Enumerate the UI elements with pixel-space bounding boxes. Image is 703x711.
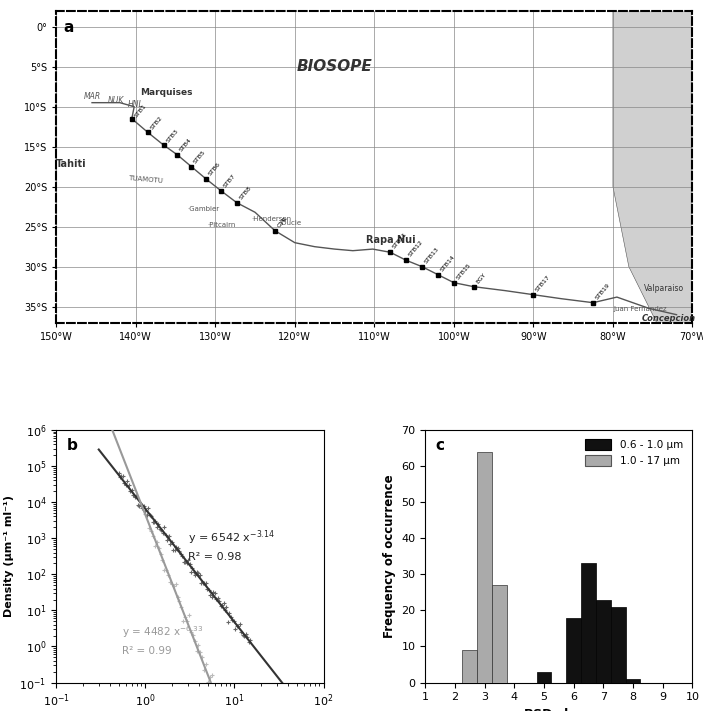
Text: STB13: STB13: [424, 247, 440, 265]
Text: HNL: HNL: [128, 100, 143, 109]
Text: STB8: STB8: [238, 186, 252, 201]
Bar: [566, 618, 581, 683]
Text: Tahiti: Tahiti: [56, 159, 87, 169]
Text: STB7: STB7: [222, 173, 237, 189]
Text: BIOSOPE: BIOSOPE: [297, 59, 373, 74]
Text: ·Henderson: ·Henderson: [251, 216, 291, 222]
Legend: 0.6 - 1.0 μm, 1.0 - 17 μm: 0.6 - 1.0 μm, 1.0 - 17 μm: [581, 435, 688, 471]
Text: y = 4482 x$^{-6.33}$: y = 4482 x$^{-6.33}$: [122, 624, 203, 640]
Text: STB5: STB5: [193, 150, 207, 165]
Bar: [581, 564, 596, 683]
X-axis label: PSD slope: PSD slope: [524, 708, 594, 711]
Polygon shape: [613, 0, 703, 427]
Text: STB11: STB11: [392, 232, 408, 250]
Text: Rapa Nui: Rapa Nui: [366, 235, 416, 245]
Bar: [626, 679, 640, 683]
Text: STB15: STB15: [456, 263, 472, 281]
Text: ·Gambier: ·Gambier: [188, 205, 219, 212]
Text: STB2: STB2: [149, 115, 163, 131]
Text: STB6: STB6: [207, 161, 221, 177]
Text: NUK: NUK: [108, 96, 124, 105]
Text: EGY: EGY: [475, 272, 487, 285]
Text: STB17: STB17: [535, 274, 552, 293]
Bar: [477, 451, 492, 683]
Bar: [536, 672, 551, 683]
Text: MAR: MAR: [84, 92, 101, 101]
Text: y = 6542 x$^{-3.14}$: y = 6542 x$^{-3.14}$: [188, 528, 275, 547]
Bar: [492, 585, 507, 683]
Text: STB3: STB3: [165, 128, 179, 144]
Y-axis label: Density (μm⁻¹ ml⁻¹): Density (μm⁻¹ ml⁻¹): [4, 496, 14, 617]
Text: STB14: STB14: [439, 255, 456, 273]
Text: c: c: [436, 437, 445, 452]
Text: R² = 0.98: R² = 0.98: [188, 552, 241, 562]
Bar: [596, 599, 611, 683]
Text: ·Pitcairn: ·Pitcairn: [207, 222, 236, 228]
Bar: [611, 606, 626, 683]
Text: R² = 0.99: R² = 0.99: [122, 646, 172, 656]
Text: b: b: [67, 437, 78, 452]
Text: TUAMOTU: TUAMOTU: [128, 175, 163, 183]
Text: Valparaiso: Valparaiso: [645, 284, 685, 293]
Text: Juan Fernandez: Juan Fernandez: [613, 306, 666, 311]
Text: STB4: STB4: [179, 138, 193, 153]
Text: Marquises: Marquises: [140, 87, 192, 97]
Text: a: a: [64, 20, 75, 35]
Bar: [463, 650, 477, 683]
Text: STB19: STB19: [595, 283, 611, 301]
Text: ·Ducie: ·Ducie: [279, 220, 301, 226]
Y-axis label: Frequency of occurrence: Frequency of occurrence: [382, 474, 396, 638]
Text: STB12: STB12: [408, 240, 425, 258]
Text: Concepcion: Concepcion: [642, 314, 696, 323]
Text: STB1: STB1: [134, 103, 148, 119]
Text: GYR: GYR: [276, 215, 288, 228]
